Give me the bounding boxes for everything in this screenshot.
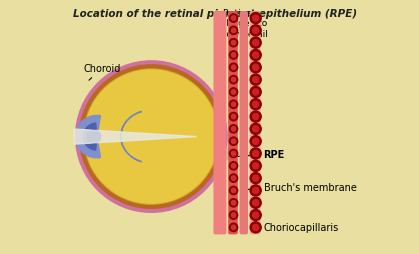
Text: Bruch's membrane: Bruch's membrane <box>246 182 357 192</box>
Text: Retina –
enlarged to
show detail: Retina – enlarged to show detail <box>215 9 268 39</box>
Circle shape <box>253 65 259 71</box>
Circle shape <box>229 162 238 170</box>
Circle shape <box>231 213 236 217</box>
Circle shape <box>229 150 238 158</box>
Circle shape <box>76 62 227 212</box>
Circle shape <box>231 127 236 132</box>
Circle shape <box>76 62 227 212</box>
Text: RPE: RPE <box>236 149 285 159</box>
Circle shape <box>231 176 236 181</box>
Circle shape <box>229 113 238 121</box>
Circle shape <box>229 137 238 146</box>
Circle shape <box>231 78 236 83</box>
Circle shape <box>253 188 259 194</box>
Circle shape <box>229 174 238 183</box>
Circle shape <box>231 17 236 21</box>
Polygon shape <box>121 112 142 162</box>
Circle shape <box>253 139 259 145</box>
Circle shape <box>253 126 259 132</box>
Circle shape <box>229 15 238 23</box>
Circle shape <box>253 102 259 108</box>
Circle shape <box>231 90 236 95</box>
Circle shape <box>253 53 259 59</box>
Circle shape <box>253 200 259 206</box>
Circle shape <box>250 13 261 24</box>
Text: Choroid: Choroid <box>83 64 121 81</box>
Circle shape <box>250 87 261 98</box>
Circle shape <box>229 52 238 60</box>
Circle shape <box>231 152 236 156</box>
Text: Choriocapillaris: Choriocapillaris <box>256 222 339 232</box>
FancyBboxPatch shape <box>240 13 247 234</box>
Circle shape <box>250 99 261 110</box>
Circle shape <box>231 103 236 107</box>
Text: Location of the retinal pigment epithelium (RPE): Location of the retinal pigment epitheli… <box>73 9 357 19</box>
Circle shape <box>250 185 261 196</box>
Circle shape <box>229 101 238 109</box>
Wedge shape <box>83 123 97 151</box>
Circle shape <box>253 151 259 157</box>
Circle shape <box>250 26 261 37</box>
Circle shape <box>253 40 259 46</box>
Circle shape <box>250 136 261 147</box>
Circle shape <box>250 210 261 221</box>
Circle shape <box>250 38 261 49</box>
Circle shape <box>231 164 236 168</box>
Circle shape <box>229 64 238 72</box>
Circle shape <box>253 225 259 231</box>
Circle shape <box>250 75 261 86</box>
Circle shape <box>253 212 259 218</box>
FancyBboxPatch shape <box>251 13 260 234</box>
Circle shape <box>250 62 261 74</box>
Circle shape <box>229 88 238 97</box>
Circle shape <box>250 112 261 123</box>
Circle shape <box>229 76 238 84</box>
Circle shape <box>231 66 236 70</box>
Circle shape <box>253 28 259 34</box>
Circle shape <box>229 39 238 48</box>
Circle shape <box>231 41 236 46</box>
Polygon shape <box>74 130 197 145</box>
Circle shape <box>250 197 261 209</box>
Circle shape <box>231 29 236 34</box>
Circle shape <box>253 16 259 22</box>
Circle shape <box>253 77 259 83</box>
Circle shape <box>229 27 238 35</box>
Circle shape <box>229 125 238 134</box>
Text: Retina: Retina <box>121 98 157 124</box>
Circle shape <box>85 71 218 203</box>
Circle shape <box>231 225 236 230</box>
Circle shape <box>253 89 259 96</box>
Circle shape <box>229 186 238 195</box>
Circle shape <box>250 222 261 233</box>
Circle shape <box>250 50 261 61</box>
Circle shape <box>250 124 261 135</box>
Circle shape <box>253 176 259 181</box>
Circle shape <box>253 163 259 169</box>
Circle shape <box>250 161 261 172</box>
FancyBboxPatch shape <box>214 13 226 234</box>
Circle shape <box>229 199 238 207</box>
Circle shape <box>250 173 261 184</box>
Circle shape <box>229 223 238 232</box>
Wedge shape <box>76 116 101 158</box>
Circle shape <box>231 188 236 193</box>
Circle shape <box>231 115 236 119</box>
Circle shape <box>231 54 236 58</box>
Circle shape <box>87 130 101 144</box>
Circle shape <box>231 201 236 205</box>
FancyBboxPatch shape <box>229 13 237 234</box>
Circle shape <box>229 211 238 219</box>
Circle shape <box>81 67 222 207</box>
Circle shape <box>231 139 236 144</box>
Circle shape <box>250 148 261 160</box>
Circle shape <box>253 114 259 120</box>
